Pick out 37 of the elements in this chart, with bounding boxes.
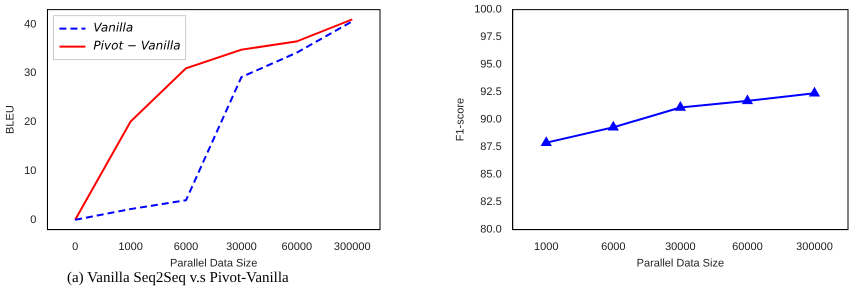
y-tick-label: 80.0 bbox=[480, 224, 502, 236]
y-axis-title: BLEU bbox=[4, 105, 17, 134]
x-tick-label: 60000 bbox=[732, 241, 763, 254]
x-tick-label: 6000 bbox=[601, 241, 626, 254]
text: (a) Vanilla Seq2Seq v.s Pivot-Vanilla bbox=[67, 270, 289, 287]
x-tick-label: 60000 bbox=[282, 241, 312, 254]
x-tick-label: 30000 bbox=[226, 241, 257, 254]
y-tick-label: 82.5 bbox=[480, 196, 502, 208]
x-tick-label: 0 bbox=[72, 241, 78, 254]
point bbox=[742, 95, 752, 104]
point bbox=[810, 88, 820, 96]
y-tick-label: 0 bbox=[30, 214, 36, 226]
point bbox=[608, 122, 618, 131]
y-tick-label: 100.0 bbox=[474, 4, 502, 16]
legend-label: Vanilla bbox=[93, 20, 134, 35]
legend-label: Pivot − Vanilla bbox=[93, 38, 181, 53]
x-tick-label: 1000 bbox=[534, 241, 558, 254]
y-axis-title: F1-score bbox=[454, 98, 467, 142]
y-tick-label: 87.5 bbox=[480, 141, 502, 154]
y-tick-label: 85.0 bbox=[480, 168, 502, 181]
x-axis-title: Parallel Data Size bbox=[636, 257, 724, 270]
point bbox=[675, 102, 686, 111]
y-tick-label: 90.0 bbox=[480, 114, 502, 126]
y-tick-label: 95.0 bbox=[480, 58, 502, 71]
y-tick-label: 10 bbox=[24, 164, 36, 177]
y-tick-label: 97.5 bbox=[480, 31, 502, 44]
y-tick-label: 30 bbox=[24, 67, 36, 80]
x-tick-label: 6000 bbox=[174, 241, 198, 254]
y-tick-label: 40 bbox=[24, 18, 36, 30]
y-tick-label: 92.5 bbox=[480, 86, 502, 98]
x-tick-label: 1000 bbox=[118, 241, 143, 254]
x-tick-label: 300000 bbox=[796, 241, 833, 254]
y-tick-label: 20 bbox=[24, 116, 36, 128]
x-tick-label: 300000 bbox=[334, 241, 371, 254]
point bbox=[541, 137, 552, 146]
x-axis-title: Parallel Data Size bbox=[170, 257, 258, 270]
x-tick-label: 30000 bbox=[665, 241, 696, 254]
